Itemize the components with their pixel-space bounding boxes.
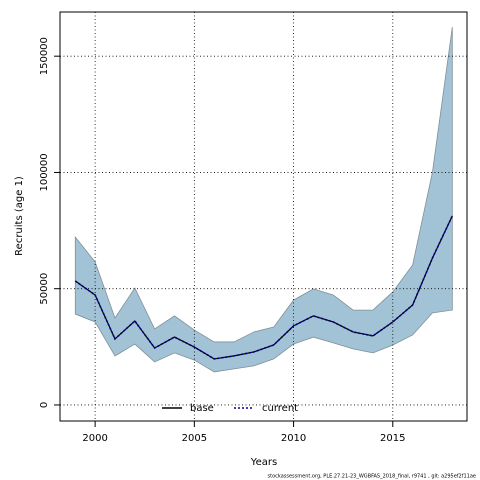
x-tick-label: 2005 <box>182 433 207 444</box>
x-axis-label: Years <box>250 457 277 468</box>
series-line <box>74 215 454 360</box>
y-tick-label: 0 <box>39 402 50 408</box>
plot-frame <box>59 11 468 422</box>
x-tick-label: 2015 <box>380 433 405 444</box>
y-tick-label: 150000 <box>39 37 50 75</box>
legend-label: current <box>262 403 298 414</box>
x-tick-label: 2000 <box>82 433 107 444</box>
y-axis-label: Recruits (age 1) <box>14 176 25 256</box>
legend-label: base <box>190 403 214 414</box>
footer: stockassessment.org, PLE.27.21-23_WGBFAS… <box>268 474 476 480</box>
y-tick-label: 100000 <box>39 153 50 191</box>
confidence-band <box>74 27 453 373</box>
x-tick-label: 2010 <box>281 433 306 444</box>
y-tick-label: 50000 <box>39 273 50 305</box>
